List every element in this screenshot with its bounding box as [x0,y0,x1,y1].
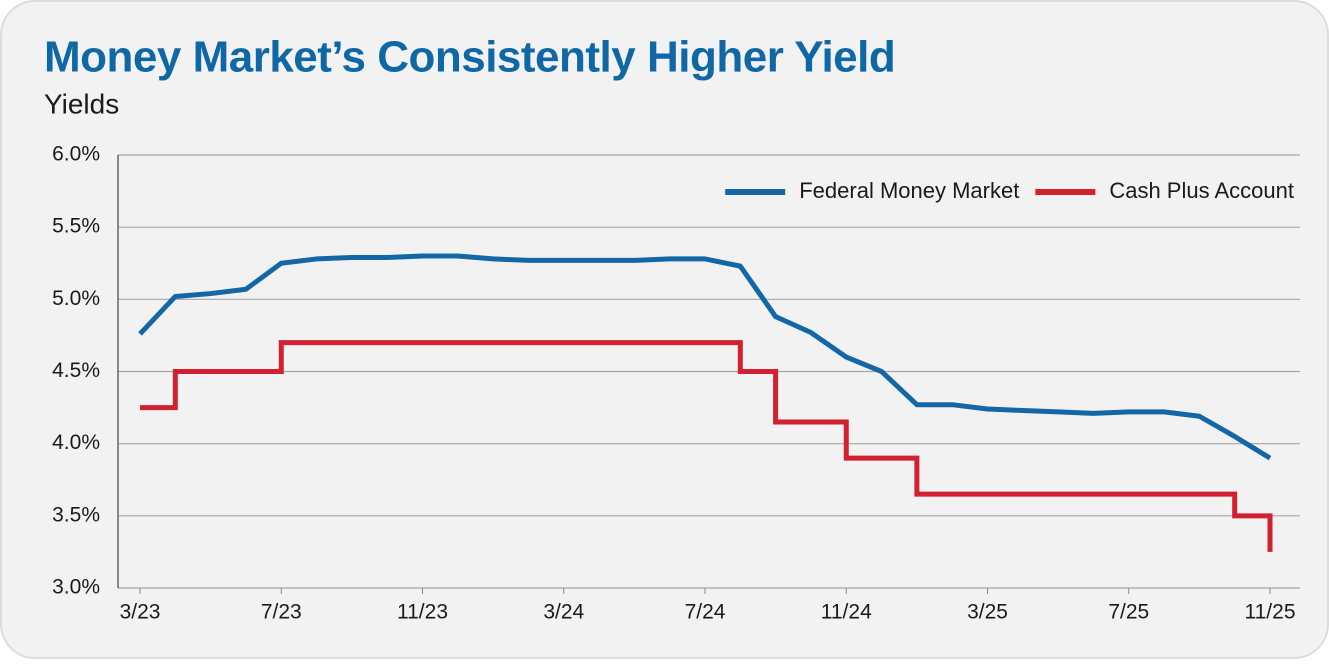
lines [138,253,1273,552]
x-tick-label: 3/24 [543,601,584,624]
chart-title: Money Market’s Consistently Higher Yield [44,33,895,82]
y-tick-label: 3.5% [52,503,100,526]
x-tick-label: 3/23 [120,601,161,624]
legend: Cash Plus Account Federal Money Market [725,178,1294,203]
y-tick-label: 4.0% [52,431,100,454]
y-tick-label: 4.5% [52,359,100,382]
x-tick-label: 7/25 [1108,601,1149,624]
x-tick-label: 11/25 [1245,601,1296,624]
series-line [138,253,1272,461]
grid [118,154,1300,589]
y-tick-label: 3.0% [52,576,100,599]
chart-subtitle: Yields [44,88,119,119]
y-tick-label: 5.0% [52,287,100,310]
y-tick-label: 5.5% [52,215,100,238]
x-tick-label: 3/25 [967,601,1008,624]
x-tick-label: 11/23 [397,601,448,624]
axes: 3.0% 3.5% 4.0% 4.5% 5.0% 5.5% 6.0% 3/23 7/23 11/2… [52,143,1295,624]
legend-label: Federal Money Market [799,178,1019,203]
legend-label: Cash Plus Account [1109,178,1294,203]
series-line [140,340,1273,552]
x-tick-label: 7/23 [261,601,302,624]
x-tick-label: 7/24 [685,601,726,624]
y-tick-label: 6.0% [52,143,100,166]
x-tick-label: 11/24 [821,601,872,624]
